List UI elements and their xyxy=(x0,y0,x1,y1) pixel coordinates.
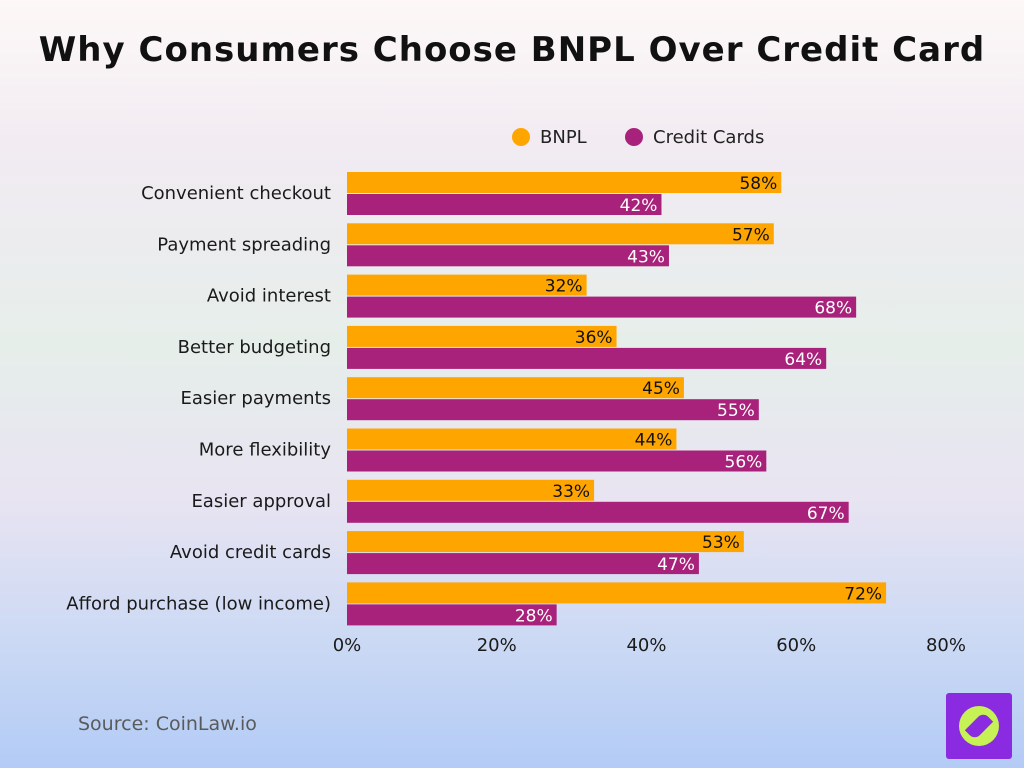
data-label-bnpl: 32% xyxy=(545,277,583,297)
bar-group-easier-payments: 45% 55% xyxy=(347,377,759,421)
bar-credit-cards xyxy=(347,553,699,575)
data-label-bnpl: 45% xyxy=(642,379,680,399)
data-label-bnpl: 57% xyxy=(732,225,770,245)
category-label: More flexibility xyxy=(199,440,332,461)
bar-bnpl xyxy=(347,377,684,399)
chart-legend: BNPL Credit Cards xyxy=(512,127,764,148)
x-tick-label: 40% xyxy=(626,635,666,656)
bar-group-afford-purchase-low-income: 72% 28% xyxy=(347,582,887,626)
bar-bnpl xyxy=(347,479,595,501)
category-labels: Convenient checkout Payment spreading Avoi… xyxy=(66,183,331,614)
bar-credit-cards xyxy=(347,347,827,369)
x-axis: 0% 20% 40% 60% 80% xyxy=(333,635,966,656)
legend-label-credit-cards: Credit Cards xyxy=(653,127,764,148)
bar-group-payment-spreading: 57% 43% xyxy=(347,223,774,267)
data-label-credit-cards: 42% xyxy=(620,196,658,216)
bar-group-avoid-interest: 32% 68% xyxy=(347,274,857,319)
legend-swatch-credit-cards xyxy=(625,128,643,146)
x-tick-label: 60% xyxy=(776,635,816,656)
source-note: Source: CoinLaw.io xyxy=(78,713,257,735)
legend-label-bnpl: BNPL xyxy=(540,127,587,148)
data-label-credit-cards: 56% xyxy=(725,453,763,473)
bars: 58% 42% 57% 43% 32% 68% 36% 64% 45% 55% 44% 56% 33% 6… xyxy=(347,172,887,626)
data-label-bnpl: 44% xyxy=(635,431,673,451)
category-label: Avoid credit cards xyxy=(170,542,331,563)
chart-title: Why Consumers Choose BNPL Over Credit Ca… xyxy=(38,30,986,70)
category-label: Easier payments xyxy=(180,388,331,409)
bar-bnpl xyxy=(347,325,617,347)
bar-bnpl xyxy=(347,172,782,193)
data-label-credit-cards: 43% xyxy=(627,247,665,267)
category-label: Convenient checkout xyxy=(141,183,331,204)
bar-bnpl xyxy=(347,582,887,604)
bar-group-more-flexibility: 44% 56% xyxy=(347,428,767,473)
category-label: Easier approval xyxy=(191,491,331,512)
bar-credit-cards xyxy=(347,296,857,318)
bar-bnpl xyxy=(347,531,744,553)
category-label: Better budgeting xyxy=(178,337,331,358)
x-tick-label: 80% xyxy=(926,635,966,656)
bar-group-easier-approval: 33% 67% xyxy=(347,479,849,524)
data-label-bnpl: 53% xyxy=(702,533,740,553)
bar-credit-cards xyxy=(347,450,767,472)
data-label-bnpl: 36% xyxy=(575,328,613,348)
x-tick-label: 20% xyxy=(477,635,517,656)
bar-bnpl xyxy=(347,223,774,245)
compass-icon xyxy=(946,693,1012,759)
legend-swatch-bnpl xyxy=(512,128,530,146)
data-label-credit-cards: 68% xyxy=(814,299,852,319)
data-label-bnpl: 72% xyxy=(844,584,882,604)
bar-group-avoid-credit-cards: 53% 47% xyxy=(347,531,744,575)
data-label-credit-cards: 47% xyxy=(657,555,695,575)
category-label: Afford purchase (low income) xyxy=(66,593,331,614)
bar-bnpl xyxy=(347,274,587,296)
bar-group-better-budgeting: 36% 64% xyxy=(347,325,827,370)
bar-bnpl xyxy=(347,428,677,450)
bar-credit-cards xyxy=(347,604,557,626)
data-label-credit-cards: 67% xyxy=(807,504,845,524)
category-label: Avoid interest xyxy=(207,286,331,307)
data-label-bnpl: 58% xyxy=(739,174,777,194)
bar-credit-cards xyxy=(347,194,662,215)
data-label-credit-cards: 55% xyxy=(717,401,755,421)
bar-group-convenient-checkout: 58% 42% xyxy=(347,172,782,216)
bar-credit-cards xyxy=(347,245,669,267)
data-label-bnpl: 33% xyxy=(552,482,590,502)
data-label-credit-cards: 28% xyxy=(515,606,553,626)
bar-credit-cards xyxy=(347,501,849,523)
category-label: Payment spreading xyxy=(157,234,331,255)
data-label-credit-cards: 64% xyxy=(784,350,822,370)
x-tick-label: 0% xyxy=(333,635,362,656)
bar-credit-cards xyxy=(347,399,759,421)
legend-item-bnpl: BNPL xyxy=(512,127,587,148)
legend-item-credit-cards: Credit Cards xyxy=(625,127,764,148)
